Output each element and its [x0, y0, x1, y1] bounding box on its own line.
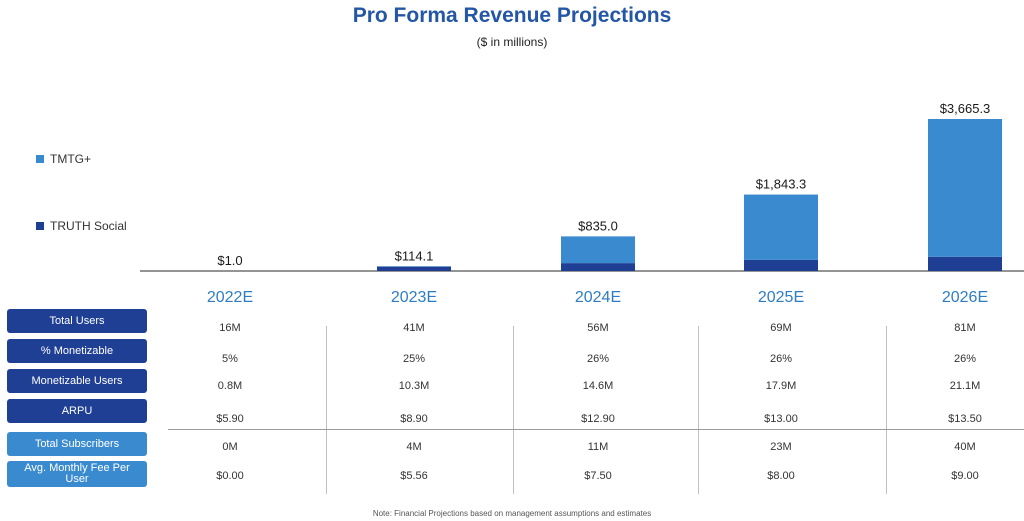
row-label-5: Avg. Monthly Fee Per User: [7, 461, 147, 487]
table-cell: $5.90: [216, 413, 244, 425]
footnote: Note: Financial Projections based on man…: [372, 509, 652, 518]
x-tick-label-2024E: 2024E: [575, 289, 621, 306]
table-cell: 23M: [770, 441, 792, 453]
table-cell: 5%: [222, 353, 238, 365]
row-label-0: Total Users: [7, 309, 147, 333]
table-cell: 4M: [406, 441, 422, 453]
bar-tmtg-2024E: [561, 236, 635, 264]
table-cell: $9.00: [951, 470, 979, 482]
table-cell: 10.3M: [398, 380, 430, 392]
table-cell: 14.6M: [582, 380, 614, 392]
table-cell: $5.56: [400, 470, 428, 482]
table-cell: 41M: [403, 322, 425, 334]
row-label-3: ARPU: [7, 399, 147, 423]
bar-truth-social-2026E: [928, 256, 1002, 271]
legend-item-tmtg: TMTG+: [36, 152, 91, 166]
data-label-2026E: $3,665.3: [940, 101, 991, 116]
bar-tmtg-2025E: [744, 194, 818, 260]
x-tick-label-2022E: 2022E: [207, 289, 253, 306]
table-cell: 56M: [587, 322, 609, 334]
chart-subtitle: ($ in millions): [476, 35, 548, 49]
chart-title: Pro Forma Revenue Projections: [352, 4, 672, 27]
x-tick-label-2023E: 2023E: [391, 289, 437, 306]
table-column-divider: [698, 326, 699, 494]
table-column-divider: [326, 326, 327, 494]
legend-swatch-tmtg: [36, 155, 44, 163]
bar-truth-social-2023E: [377, 266, 451, 271]
bar-chart: $1.0 2022E $114.1 2023E $835.0 2024E $1,843.3 2…: [140, 101, 1024, 306]
table-cell: 0.8M: [217, 380, 243, 392]
table-cell: $13.50: [948, 413, 982, 425]
table-cell: 81M: [954, 322, 976, 334]
table-column-divider: [513, 326, 514, 494]
table-cell: $8.90: [400, 413, 428, 425]
table-cell: $7.50: [584, 470, 612, 482]
table-cell: $0.00: [216, 470, 244, 482]
table-cell: 21.1M: [949, 380, 981, 392]
legend-label-tmtg: TMTG+: [50, 152, 91, 166]
table-cell: $13.00: [764, 413, 798, 425]
table-cell: $8.00: [767, 470, 795, 482]
table-cell: 11M: [587, 441, 609, 453]
table-cell: $12.90: [581, 413, 615, 425]
bar-tmtg-2026E: [928, 119, 1002, 257]
table-cell: 17.9M: [765, 380, 797, 392]
data-label-2024E: $835.0: [578, 218, 618, 233]
table-cell: 25%: [402, 353, 426, 365]
row-label-4: Total Subscribers: [7, 432, 147, 456]
table-section-divider: [168, 429, 1024, 430]
bar-truth-social-2024E: [561, 263, 635, 271]
row-label-1: % Monetizable: [7, 339, 147, 363]
legend-label-truth-social: TRUTH Social: [50, 219, 127, 233]
table-cell: 26%: [586, 353, 610, 365]
data-label-2023E: $114.1: [395, 248, 434, 263]
legend-item-truth-social: TRUTH Social: [36, 219, 127, 233]
row-label-2: Monetizable Users: [7, 369, 147, 393]
x-tick-label-2026E: 2026E: [942, 289, 988, 306]
table-cell: 26%: [769, 353, 793, 365]
x-tick-label-2025E: 2025E: [758, 289, 804, 306]
table-cell: 0M: [222, 441, 238, 453]
bar-truth-social-2025E: [744, 259, 818, 271]
table-cell: 69M: [770, 322, 792, 334]
data-label-2022E: $1.0: [217, 253, 242, 268]
data-label-2025E: $1,843.3: [756, 177, 807, 192]
table-cell: 16M: [219, 322, 241, 334]
table-cell: 40M: [954, 441, 976, 453]
table-cell: 26%: [953, 353, 977, 365]
legend-swatch-truth-social: [36, 222, 44, 230]
table-column-divider: [886, 326, 887, 494]
